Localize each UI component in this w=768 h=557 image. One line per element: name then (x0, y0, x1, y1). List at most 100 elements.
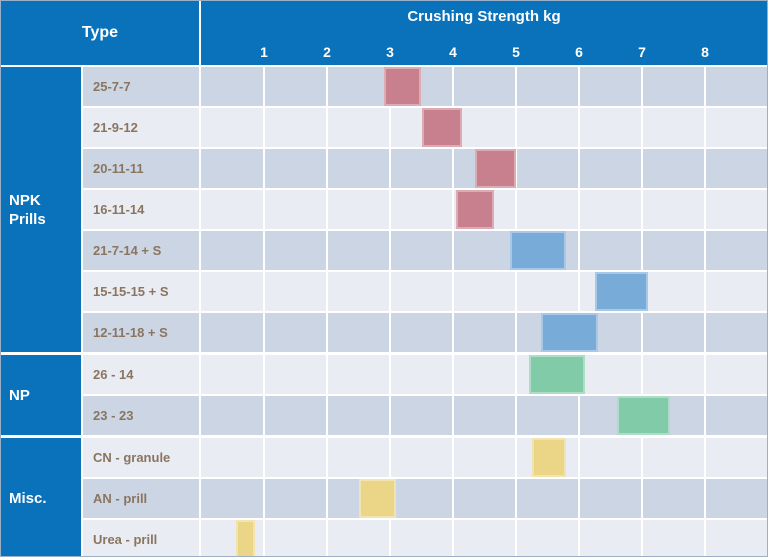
table-row: 15-15-15 + S (83, 272, 767, 311)
gridline (263, 520, 265, 556)
gridline (452, 313, 454, 352)
type-group: NP 26 - 14 23 - 23 (1, 355, 767, 435)
range-bar (235, 520, 255, 556)
range-bar (531, 438, 567, 477)
gridline (326, 190, 328, 229)
row-plot-area (201, 272, 767, 311)
gridline (389, 231, 391, 270)
gridline (389, 149, 391, 188)
gridline (515, 396, 517, 435)
row-label: CN - granule (83, 438, 199, 477)
table-header: Type Crushing Strength kg 1 2 3 4 5 6 7 8 (1, 1, 767, 65)
gridline (263, 272, 265, 311)
table-body: NPK Prills 25-7-7 21-9-12 20-11-11 16-11-14 2… (1, 67, 767, 556)
gridline (263, 231, 265, 270)
range-bar (509, 231, 567, 270)
range-bar (383, 67, 422, 106)
gridline (704, 313, 706, 352)
gridline (515, 355, 517, 394)
gridline (515, 149, 517, 188)
gridline (452, 520, 454, 556)
gridline (452, 190, 454, 229)
row-label: 25-7-7 (83, 67, 199, 106)
gridline (326, 231, 328, 270)
gridline (389, 396, 391, 435)
gridline (704, 67, 706, 106)
gridline (263, 108, 265, 147)
row-plot-area (201, 108, 767, 147)
gridline (326, 67, 328, 106)
table-row: 21-7-14 + S (83, 231, 767, 270)
gridline (452, 396, 454, 435)
group-rows: CN - granule AN - prill Urea - prill (83, 438, 767, 556)
row-label: 21-7-14 + S (83, 231, 199, 270)
row-label: 12-11-18 + S (83, 313, 199, 352)
gridline (641, 108, 643, 147)
gridline (263, 355, 265, 394)
gridline (263, 149, 265, 188)
gridline (704, 149, 706, 188)
gridline (578, 67, 580, 106)
x-tick-label: 6 (575, 44, 583, 60)
gridline (263, 438, 265, 477)
gridline (326, 272, 328, 311)
gridline (704, 355, 706, 394)
gridline (641, 190, 643, 229)
gridline (641, 67, 643, 106)
gridline (641, 479, 643, 518)
row-label: AN - prill (83, 479, 199, 518)
axis-header-cell: Crushing Strength kg 1 2 3 4 5 6 7 8 (201, 1, 767, 65)
gridline (704, 272, 706, 311)
row-plot-area (201, 355, 767, 394)
table-row: 23 - 23 (83, 396, 767, 435)
x-tick-label: 2 (323, 44, 331, 60)
table-row: 16-11-14 (83, 190, 767, 229)
gridline (326, 520, 328, 556)
row-label: 23 - 23 (83, 396, 199, 435)
row-label: 20-11-11 (83, 149, 199, 188)
range-bar (528, 355, 586, 394)
gridline (515, 520, 517, 556)
gridline (389, 190, 391, 229)
gridline (641, 355, 643, 394)
gridline (452, 438, 454, 477)
gridline (326, 149, 328, 188)
gridline (326, 438, 328, 477)
gridline (515, 272, 517, 311)
x-axis-ticks: 1 2 3 4 5 6 7 8 (201, 43, 767, 61)
row-label: Urea - prill (83, 520, 199, 556)
gridline (704, 108, 706, 147)
gridline (515, 67, 517, 106)
gridline (263, 396, 265, 435)
gridline (515, 479, 517, 518)
gridline (389, 108, 391, 147)
gridline (452, 355, 454, 394)
gridline (578, 479, 580, 518)
gridline (578, 231, 580, 270)
gridline (515, 313, 517, 352)
gridline (515, 438, 517, 477)
gridline (389, 438, 391, 477)
table-row: 26 - 14 (83, 355, 767, 394)
gridline (704, 438, 706, 477)
gridline (641, 438, 643, 477)
range-bar (541, 313, 598, 352)
type-group: Misc. CN - granule AN - prill Urea - prill (1, 438, 767, 556)
gridline (641, 313, 643, 352)
x-tick-label: 8 (701, 44, 709, 60)
table-row: Urea - prill (83, 520, 767, 556)
gridline (704, 190, 706, 229)
gridline (389, 520, 391, 556)
group-label: Misc. (1, 438, 81, 556)
gridline (452, 479, 454, 518)
gridline (515, 108, 517, 147)
range-bar (594, 272, 649, 311)
range-bar (475, 149, 516, 188)
gridline (389, 313, 391, 352)
gridline (326, 479, 328, 518)
gridline (578, 396, 580, 435)
range-bar (421, 108, 463, 147)
gridline (452, 149, 454, 188)
range-bar (456, 190, 494, 229)
row-label: 16-11-14 (83, 190, 199, 229)
